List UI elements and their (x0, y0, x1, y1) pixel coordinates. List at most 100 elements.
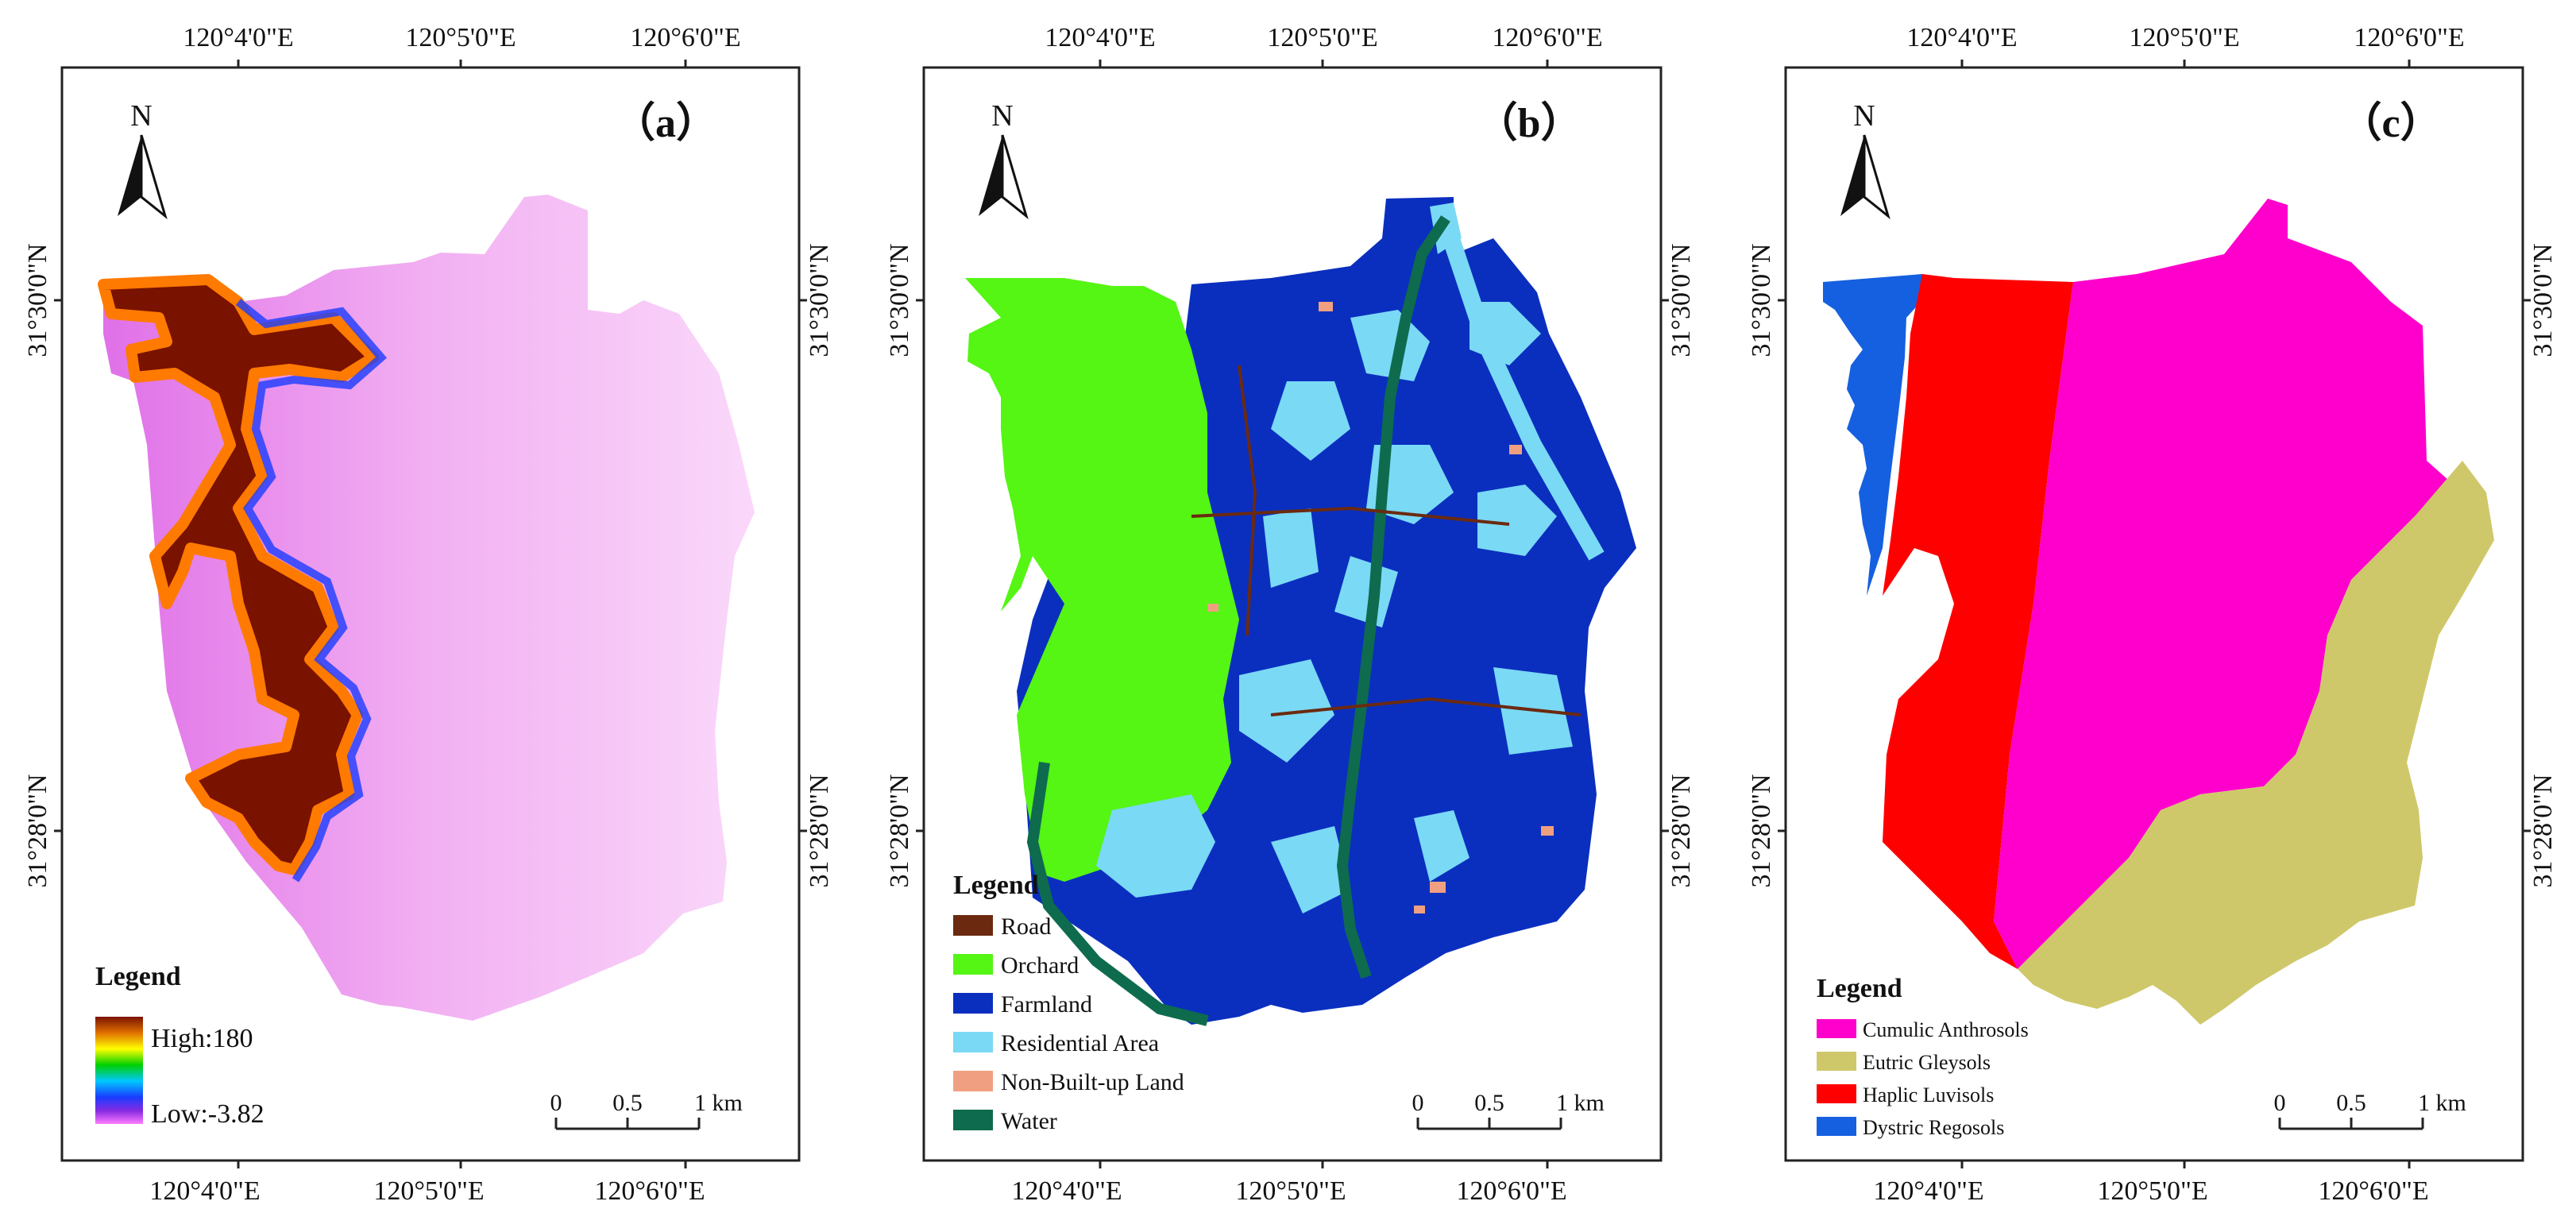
svg-text:Farmland: Farmland (1001, 991, 1092, 1018)
svg-text:120°6'0"E: 120°6'0"E (1456, 1176, 1566, 1206)
svg-text:31°28'0"N: 31°28'0"N (2528, 774, 2558, 887)
svg-text:0: 0 (2274, 1090, 2286, 1116)
lon-labels-bottom: 120°4'0"E 120°5'0"E 120°6'0"E (1873, 1176, 2428, 1206)
svg-text:120°5'0"E: 120°5'0"E (373, 1176, 484, 1206)
scale-bar: 0 0.5 1 km (1412, 1090, 1605, 1130)
lat-labels-left: 31°30'0"N 31°28'0"N (1747, 243, 1776, 887)
legend-item: Orchard (953, 952, 1079, 979)
svg-text:31°30'0"N: 31°30'0"N (885, 243, 914, 357)
svg-text:N: N (1853, 99, 1875, 133)
svg-text:0.5: 0.5 (2336, 1090, 2366, 1116)
legend-low-label: Low:-3.82 (151, 1099, 265, 1129)
graticule-ticks (1778, 60, 2531, 1168)
soil-dystric-regosols (1823, 274, 1922, 596)
lat-labels-left: 31°30'0"N 31°28'0"N (885, 243, 914, 887)
panel-b: N （b） 120°4'0"E 120°5'0"E 120°6'0"E 120°… (885, 23, 1696, 1206)
svg-text:31°30'0"N: 31°30'0"N (2528, 243, 2558, 357)
svg-text:N: N (130, 99, 152, 133)
panel-c: N （c） 120°4'0"E 120°5'0"E 120°6'0"E 120°… (1747, 23, 2558, 1206)
svg-text:120°4'0"E: 120°4'0"E (1011, 1176, 1122, 1206)
panel-label: （b） (1477, 100, 1582, 146)
svg-text:120°5'0"E: 120°5'0"E (2097, 1176, 2207, 1206)
lon-labels-top: 120°4'0"E 120°5'0"E 120°6'0"E (183, 23, 740, 52)
svg-text:0.5: 0.5 (1474, 1090, 1504, 1116)
svg-text:31°28'0"N: 31°28'0"N (1747, 774, 1776, 887)
legend-swatch (953, 993, 993, 1014)
svg-text:120°5'0"E: 120°5'0"E (1267, 23, 1377, 52)
legend-item: Haplic Luvisols (1817, 1083, 1994, 1106)
svg-text:120°6'0"E: 120°6'0"E (594, 1176, 705, 1206)
legend-swatch (1817, 1117, 1856, 1136)
svg-text:31°30'0"N: 31°30'0"N (805, 243, 834, 357)
svg-text:0.5: 0.5 (612, 1090, 643, 1116)
landuse-road (1191, 365, 1582, 716)
legend-item: Cumulic Anthrosols (1817, 1018, 2029, 1041)
svg-text:0: 0 (550, 1090, 562, 1116)
dem-high-ridge (98, 274, 379, 875)
legend-swatch (1817, 1084, 1856, 1103)
svg-text:Residential Area: Residential Area (1001, 1030, 1159, 1056)
landuse-water-west (1026, 761, 1209, 1026)
legend-item: Non-Built-up Land (953, 1069, 1184, 1095)
legend-item: Water (953, 1108, 1057, 1134)
soil-cumulic-anthrosols (1994, 199, 2462, 969)
legend-title: Legend (95, 962, 181, 991)
legend-item: Road (953, 913, 1051, 940)
north-arrow: N (1840, 99, 1890, 220)
scale-bar: 0 0.5 1 km (2274, 1090, 2466, 1130)
svg-text:Road: Road (1001, 913, 1051, 940)
legend-title: Legend (953, 871, 1039, 900)
legend: Legend High:180 Low:-3.82 (95, 962, 265, 1129)
soil-haplic-luvisols (1883, 274, 2073, 969)
lat-labels-right: 31°30'0"N 31°28'0"N (805, 243, 834, 887)
svg-text:31°28'0"N: 31°28'0"N (885, 774, 914, 887)
svg-text:31°30'0"N: 31°30'0"N (1747, 243, 1776, 357)
landuse-residential (1096, 203, 1605, 913)
legend-high-label: High:180 (151, 1024, 253, 1053)
svg-text:N: N (991, 99, 1013, 133)
landuse-non-built-up (1207, 302, 1554, 913)
svg-text:120°6'0"E: 120°6'0"E (2354, 23, 2464, 52)
legend-title: Legend (1817, 974, 1902, 1003)
svg-text:120°5'0"E: 120°5'0"E (1235, 1176, 1346, 1206)
scale-bar: 0 0.5 1 km (550, 1090, 743, 1130)
legend-swatch (1817, 1052, 1856, 1071)
svg-text:Cumulic Anthrosols: Cumulic Anthrosols (1863, 1018, 2029, 1041)
north-arrow: N (118, 99, 168, 220)
legend: Legend Cumulic Anthrosols Eutric Gleysol… (1817, 974, 2029, 1139)
legend-item: Dystric Regosols (1817, 1116, 2004, 1139)
lon-labels-top: 120°4'0"E 120°5'0"E 120°6'0"E (1906, 23, 2464, 52)
panel-label: （c） (2340, 100, 2441, 146)
svg-text:120°5'0"E: 120°5'0"E (2129, 23, 2239, 52)
svg-text:120°4'0"E: 120°4'0"E (1045, 23, 1155, 52)
svg-text:1 km: 1 km (1556, 1090, 1605, 1116)
svg-text:120°4'0"E: 120°4'0"E (1906, 23, 2017, 52)
svg-text:120°5'0"E: 120°5'0"E (405, 23, 516, 52)
dem-transition-band (235, 299, 388, 882)
svg-text:31°30'0"N: 31°30'0"N (23, 243, 52, 357)
legend-swatch (953, 1110, 993, 1130)
panel-label: （a） (614, 100, 717, 146)
legend-item: Residential Area (953, 1030, 1159, 1056)
svg-text:120°4'0"E: 120°4'0"E (183, 23, 293, 52)
svg-text:31°28'0"N: 31°28'0"N (805, 774, 834, 887)
landuse-water (1336, 215, 1450, 979)
lat-labels-left: 31°30'0"N 31°28'0"N (23, 243, 52, 887)
legend-swatch (953, 1032, 993, 1052)
svg-text:Haplic Luvisols: Haplic Luvisols (1863, 1083, 1994, 1106)
svg-text:0: 0 (1412, 1090, 1424, 1116)
svg-text:Non-Built-up Land: Non-Built-up Land (1001, 1069, 1184, 1095)
svg-text:1 km: 1 km (694, 1090, 743, 1116)
legend-swatch (953, 954, 993, 975)
legend-swatch (953, 1071, 993, 1091)
svg-text:Eutric Gleysols: Eutric Gleysols (1863, 1051, 1991, 1074)
landuse-orchard (965, 278, 1239, 882)
svg-text:Orchard: Orchard (1001, 952, 1079, 979)
legend-item: Farmland (953, 991, 1092, 1018)
svg-text:120°6'0"E: 120°6'0"E (2318, 1176, 2428, 1206)
lat-labels-right: 31°30'0"N 31°28'0"N (2528, 243, 2558, 887)
svg-text:120°6'0"E: 120°6'0"E (1492, 23, 1602, 52)
lon-labels-bottom: 120°4'0"E 120°5'0"E 120°6'0"E (1011, 1176, 1566, 1206)
svg-text:120°6'0"E: 120°6'0"E (630, 23, 740, 52)
